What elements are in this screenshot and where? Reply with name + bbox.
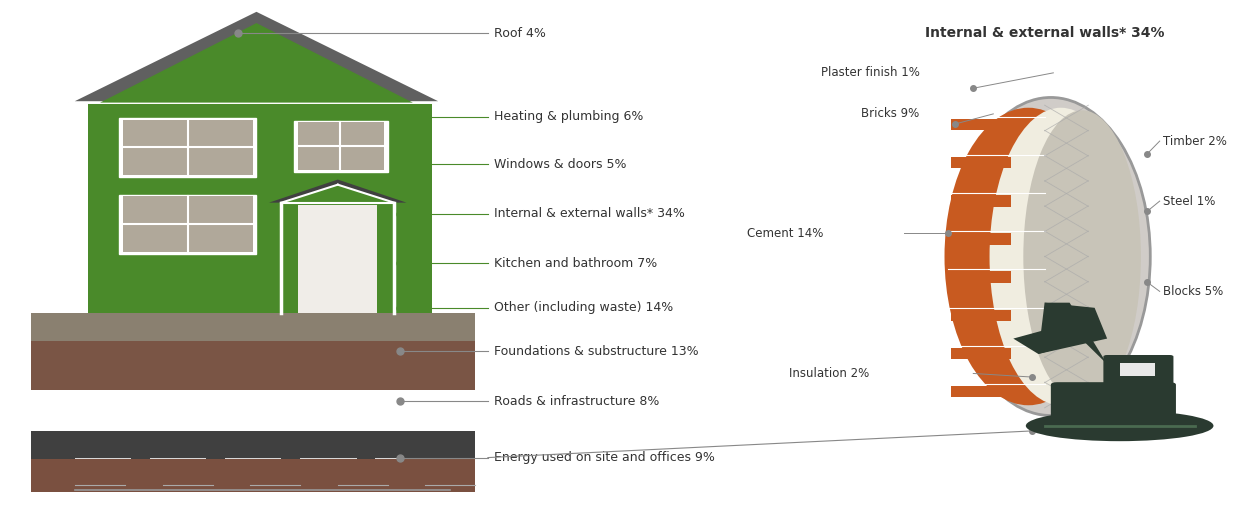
Text: Kitchen and bathroom 7%: Kitchen and bathroom 7% [494, 256, 657, 270]
Text: Heating & plumbing 6%: Heating & plumbing 6% [494, 110, 643, 124]
Polygon shape [269, 180, 407, 203]
Ellipse shape [990, 108, 1132, 405]
FancyBboxPatch shape [951, 233, 1011, 245]
Text: Plaster finish 1%: Plaster finish 1% [821, 66, 919, 80]
Polygon shape [69, 10, 444, 103]
Text: Internal & external walls* 34%: Internal & external walls* 34% [924, 26, 1165, 41]
FancyBboxPatch shape [298, 205, 377, 313]
Polygon shape [1013, 323, 1095, 354]
FancyBboxPatch shape [119, 118, 256, 177]
FancyBboxPatch shape [31, 431, 475, 487]
Text: Other (including waste) 14%: Other (including waste) 14% [494, 301, 673, 314]
Text: Steel 1%: Steel 1% [1163, 194, 1216, 208]
FancyBboxPatch shape [951, 195, 1011, 207]
Polygon shape [100, 23, 413, 103]
Ellipse shape [945, 108, 1112, 405]
FancyBboxPatch shape [294, 121, 388, 172]
Text: Blocks 5%: Blocks 5% [1163, 285, 1223, 298]
FancyBboxPatch shape [951, 348, 1011, 359]
Text: Insulation 2%: Insulation 2% [789, 367, 869, 380]
FancyBboxPatch shape [951, 119, 1011, 130]
FancyBboxPatch shape [150, 458, 206, 464]
Ellipse shape [951, 97, 1151, 416]
FancyBboxPatch shape [31, 313, 475, 341]
FancyBboxPatch shape [951, 309, 1011, 321]
Polygon shape [1038, 303, 1107, 354]
Text: Roads & infrastructure 8%: Roads & infrastructure 8% [494, 394, 659, 408]
FancyBboxPatch shape [1103, 355, 1173, 386]
Text: Foundations & substructure 13%: Foundations & substructure 13% [494, 345, 699, 358]
FancyBboxPatch shape [225, 458, 281, 464]
Text: Bricks 9%: Bricks 9% [861, 107, 919, 121]
Text: Cement 14%: Cement 14% [747, 227, 823, 240]
FancyBboxPatch shape [75, 458, 131, 464]
Ellipse shape [1023, 110, 1141, 403]
Text: Timber 2%: Timber 2% [1163, 134, 1227, 148]
FancyBboxPatch shape [375, 458, 432, 464]
FancyBboxPatch shape [951, 386, 1011, 397]
Polygon shape [1045, 303, 1107, 364]
Text: Internal & external walls* 34%: Internal & external walls* 34% [494, 207, 686, 221]
FancyBboxPatch shape [1051, 382, 1176, 418]
FancyBboxPatch shape [88, 103, 432, 313]
Text: Energy used on site and offices 9%: Energy used on site and offices 9% [494, 451, 716, 464]
FancyBboxPatch shape [31, 459, 475, 492]
FancyBboxPatch shape [123, 120, 253, 175]
FancyBboxPatch shape [31, 341, 475, 390]
FancyBboxPatch shape [951, 157, 1011, 168]
FancyBboxPatch shape [300, 458, 357, 464]
Ellipse shape [1026, 410, 1213, 441]
Text: Roof 4%: Roof 4% [494, 27, 545, 40]
FancyBboxPatch shape [298, 122, 384, 170]
FancyBboxPatch shape [1120, 363, 1155, 376]
Polygon shape [281, 185, 394, 203]
FancyBboxPatch shape [123, 196, 253, 252]
Text: Windows & doors 5%: Windows & doors 5% [494, 157, 627, 171]
FancyBboxPatch shape [951, 271, 1011, 283]
FancyBboxPatch shape [119, 195, 256, 254]
